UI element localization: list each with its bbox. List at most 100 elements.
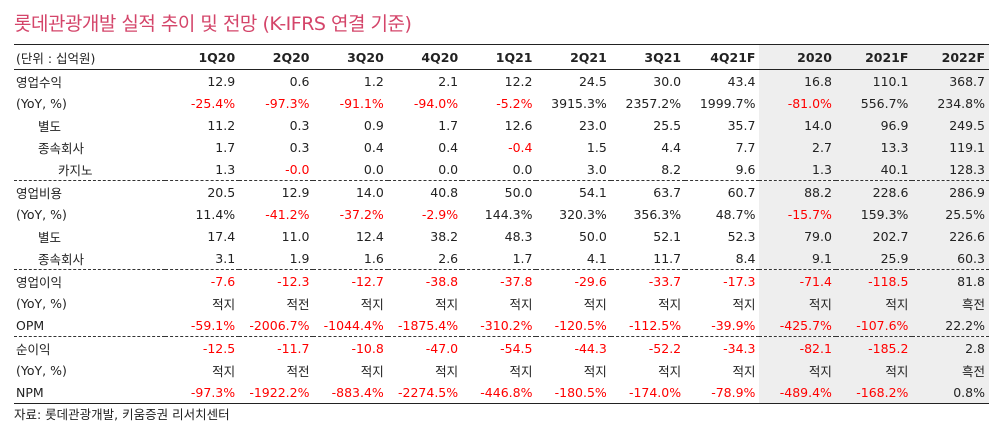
table-cell: -12.5 xyxy=(202,340,236,356)
table-cell: 226.6 xyxy=(912,225,989,247)
table-cell: 14.0 xyxy=(355,184,384,200)
table-cell: 적지 xyxy=(835,359,913,381)
table-cell: 356.3% xyxy=(633,206,682,222)
table-cell: 234.8% xyxy=(912,92,989,114)
year-header: 2022F xyxy=(912,44,989,70)
table-cell: -71.4 xyxy=(759,269,836,292)
row-label: 영업비용 xyxy=(16,185,63,201)
table-cell: -446.8% xyxy=(462,381,537,404)
table-cell: -94.0% xyxy=(413,95,459,111)
table-cell: 적지 xyxy=(583,363,607,379)
table-cell: 20.5 xyxy=(207,184,236,200)
table-cell: -112.5% xyxy=(610,314,686,337)
table-cell: 43.4 xyxy=(727,73,756,89)
table-cell: -91.1% xyxy=(339,95,384,111)
table-cell: -2274.5% xyxy=(387,381,463,404)
table-cell: 1.6 xyxy=(313,247,388,270)
table-cell: 60.7 xyxy=(727,184,756,200)
table-cell: 적지 xyxy=(212,363,236,379)
table-row: 종속회사 3.1 1.9 1.6 2.6 1.7 4.1 11.7 8.4 9.1 25.9 60.3 xyxy=(14,247,989,270)
table-row: NPM -97.3% -1922.2% -883.4% -2274.5% -446.8% -… xyxy=(14,381,989,404)
row-label: (YoY, %) xyxy=(16,206,67,222)
table-cell: 흑전 xyxy=(912,359,989,381)
table-cell: 24.5 xyxy=(578,73,607,89)
table-cell: 159.3% xyxy=(835,203,913,225)
table-cell: 52.1 xyxy=(653,228,682,244)
table-cell: 8.4 xyxy=(685,247,760,270)
year-header: 2020 xyxy=(759,44,836,70)
row-label: 영업이익 xyxy=(16,274,63,290)
table-cell: 54.1 xyxy=(578,184,607,200)
row-label: 영업수익 xyxy=(16,74,63,90)
table-row: (YoY, %) 11.4% -41.2% -37.2% -2.9% 144.3% 320.… xyxy=(14,203,989,225)
table-cell: 3915.3% xyxy=(551,95,607,111)
table-cell: 25.5 xyxy=(653,117,682,133)
table-cell: 144.3% xyxy=(484,206,533,222)
table-cell: -12.3 xyxy=(277,273,310,289)
table-cell: 2.6 xyxy=(387,247,463,270)
table-row: 별도 17.4 11.0 12.4 38.2 48.3 50.0 52.1 52.3 79.0 20… xyxy=(14,225,989,247)
table-cell: 적지 xyxy=(835,292,913,314)
table-cell: 25.9 xyxy=(835,247,913,270)
table-cell: 110.1 xyxy=(835,69,913,92)
table-cell: 적지 xyxy=(658,363,682,379)
row-label: 별도 xyxy=(38,229,62,245)
table-cell: -425.7% xyxy=(759,314,836,337)
table-cell: 2357.2% xyxy=(625,95,682,111)
table-row: OPM -59.1% -2006.7% -1044.4% -1875.4% -310.2%… xyxy=(14,314,989,337)
table-cell: -44.3 xyxy=(574,340,607,356)
table-cell: 적지 xyxy=(658,296,682,312)
table-cell: 적지 xyxy=(759,292,836,314)
table-title: 롯데관광개발 실적 추이 및 전망 (K-IFRS 연결 기준) xyxy=(14,13,412,35)
period-header: 4Q21F xyxy=(685,44,760,70)
table-cell: 1.7 xyxy=(462,247,537,270)
table-cell: -174.0% xyxy=(610,381,686,404)
table-cell: 12.9 xyxy=(207,73,236,89)
table-cell: 적지 xyxy=(360,296,384,312)
table-cell: 4.1 xyxy=(536,247,611,270)
table-cell: 2.7 xyxy=(759,136,836,158)
header-row: (단위 : 십억원) 1Q20 2Q20 3Q20 4Q20 1Q21 2Q21… xyxy=(14,44,989,70)
table-cell: 0.3 xyxy=(289,139,310,155)
table-cell: 1999.7% xyxy=(699,95,756,111)
table-cell: -59.1% xyxy=(164,314,240,337)
table-cell: 9.1 xyxy=(759,247,836,270)
table-cell: 52.3 xyxy=(727,228,756,244)
table-cell: 17.4 xyxy=(207,228,236,244)
table-row: (YoY, %) 적지 적전 적지 적지 적지 적지 적지 적지 적지 적지 흑전 xyxy=(14,292,989,314)
table-cell: -54.5 xyxy=(500,340,533,356)
table-cell: 1.5 xyxy=(586,139,607,155)
table-body: 영업수익 12.9 0.6 1.2 2.1 12.2 24.5 30.0 43.4 16.8 110… xyxy=(14,69,989,404)
period-header: 4Q20 xyxy=(387,44,463,70)
period-header: 2Q21 xyxy=(536,44,611,70)
period-header: 3Q21 xyxy=(610,44,686,70)
row-label: 별도 xyxy=(38,118,62,134)
table-cell: 48.3 xyxy=(504,228,533,244)
table-cell: 12.4 xyxy=(355,228,384,244)
table-row: 영업비용 20.5 12.9 14.0 40.8 50.0 54.1 63.7 60.7 88.2… xyxy=(14,180,989,203)
table-cell: 1.3 xyxy=(759,158,836,181)
table-cell: -1044.4% xyxy=(313,314,388,337)
table-cell: -97.3% xyxy=(265,95,310,111)
table-cell: -180.5% xyxy=(536,381,611,404)
table-cell: -118.5 xyxy=(835,269,913,292)
table-cell: 79.0 xyxy=(759,225,836,247)
table-cell: 30.0 xyxy=(653,73,682,89)
table-cell: 적지 xyxy=(732,363,756,379)
table-cell: -10.8 xyxy=(351,340,384,356)
table-cell: -41.2% xyxy=(265,206,310,222)
table-cell: -34.3 xyxy=(723,340,756,356)
table-cell: 흑전 xyxy=(912,292,989,314)
table-cell: -185.2 xyxy=(835,336,913,359)
table-cell: 8.2 xyxy=(610,158,686,181)
table-cell: -29.6 xyxy=(574,273,607,289)
table-cell: 556.7% xyxy=(835,92,913,114)
row-label: 종속회사 xyxy=(38,140,85,156)
table-row: 영업이익 -7.6 -12.3 -12.7 -38.8 -37.8 -29.6 -33.7 -1… xyxy=(14,269,989,292)
table-cell: 63.7 xyxy=(653,184,682,200)
table-cell: -5.2% xyxy=(496,95,533,111)
table-cell: 228.6 xyxy=(835,180,913,203)
table-row: 카지노 1.3 -0.0 0.0 0.0 0.0 3.0 8.2 9.6 1.3 40.1 128.3 xyxy=(14,158,989,181)
table-cell: -0.4 xyxy=(508,139,533,155)
table-cell: 적전 xyxy=(286,296,310,312)
